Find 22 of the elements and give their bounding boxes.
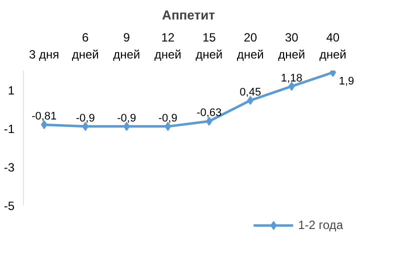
data-label: -0,9 xyxy=(117,112,136,124)
x-tick-label: 40 дней xyxy=(319,30,346,62)
x-tick-label: 6 дней xyxy=(72,30,99,62)
y-tick-label: -3 xyxy=(4,160,15,174)
x-tick-label: 12 дней xyxy=(154,30,182,62)
legend-label: 1-2 года xyxy=(298,218,343,232)
x-tick-label: 15 дней xyxy=(196,30,223,62)
data-label: 1,18 xyxy=(280,72,302,84)
chart-title: Аппетит xyxy=(162,8,215,22)
x-tick-label: 9 дней xyxy=(113,30,140,62)
data-label: -0,81 xyxy=(32,110,57,123)
x-tick-label: 20 дней xyxy=(236,30,264,62)
data-label: -0,9 xyxy=(76,112,95,124)
x-tick-label: 3 дня xyxy=(29,48,60,62)
data-label: 0,45 xyxy=(240,86,262,98)
y-tick-label: 1 xyxy=(8,83,15,98)
data-label: -0,63 xyxy=(196,107,222,120)
data-label: -0,9 xyxy=(158,112,178,124)
y-tick-label: -5 xyxy=(4,199,15,213)
x-tick-label: 30 дней xyxy=(278,30,306,62)
data-label: 1,9 xyxy=(338,75,354,88)
y-tick-label: -1 xyxy=(4,122,15,136)
